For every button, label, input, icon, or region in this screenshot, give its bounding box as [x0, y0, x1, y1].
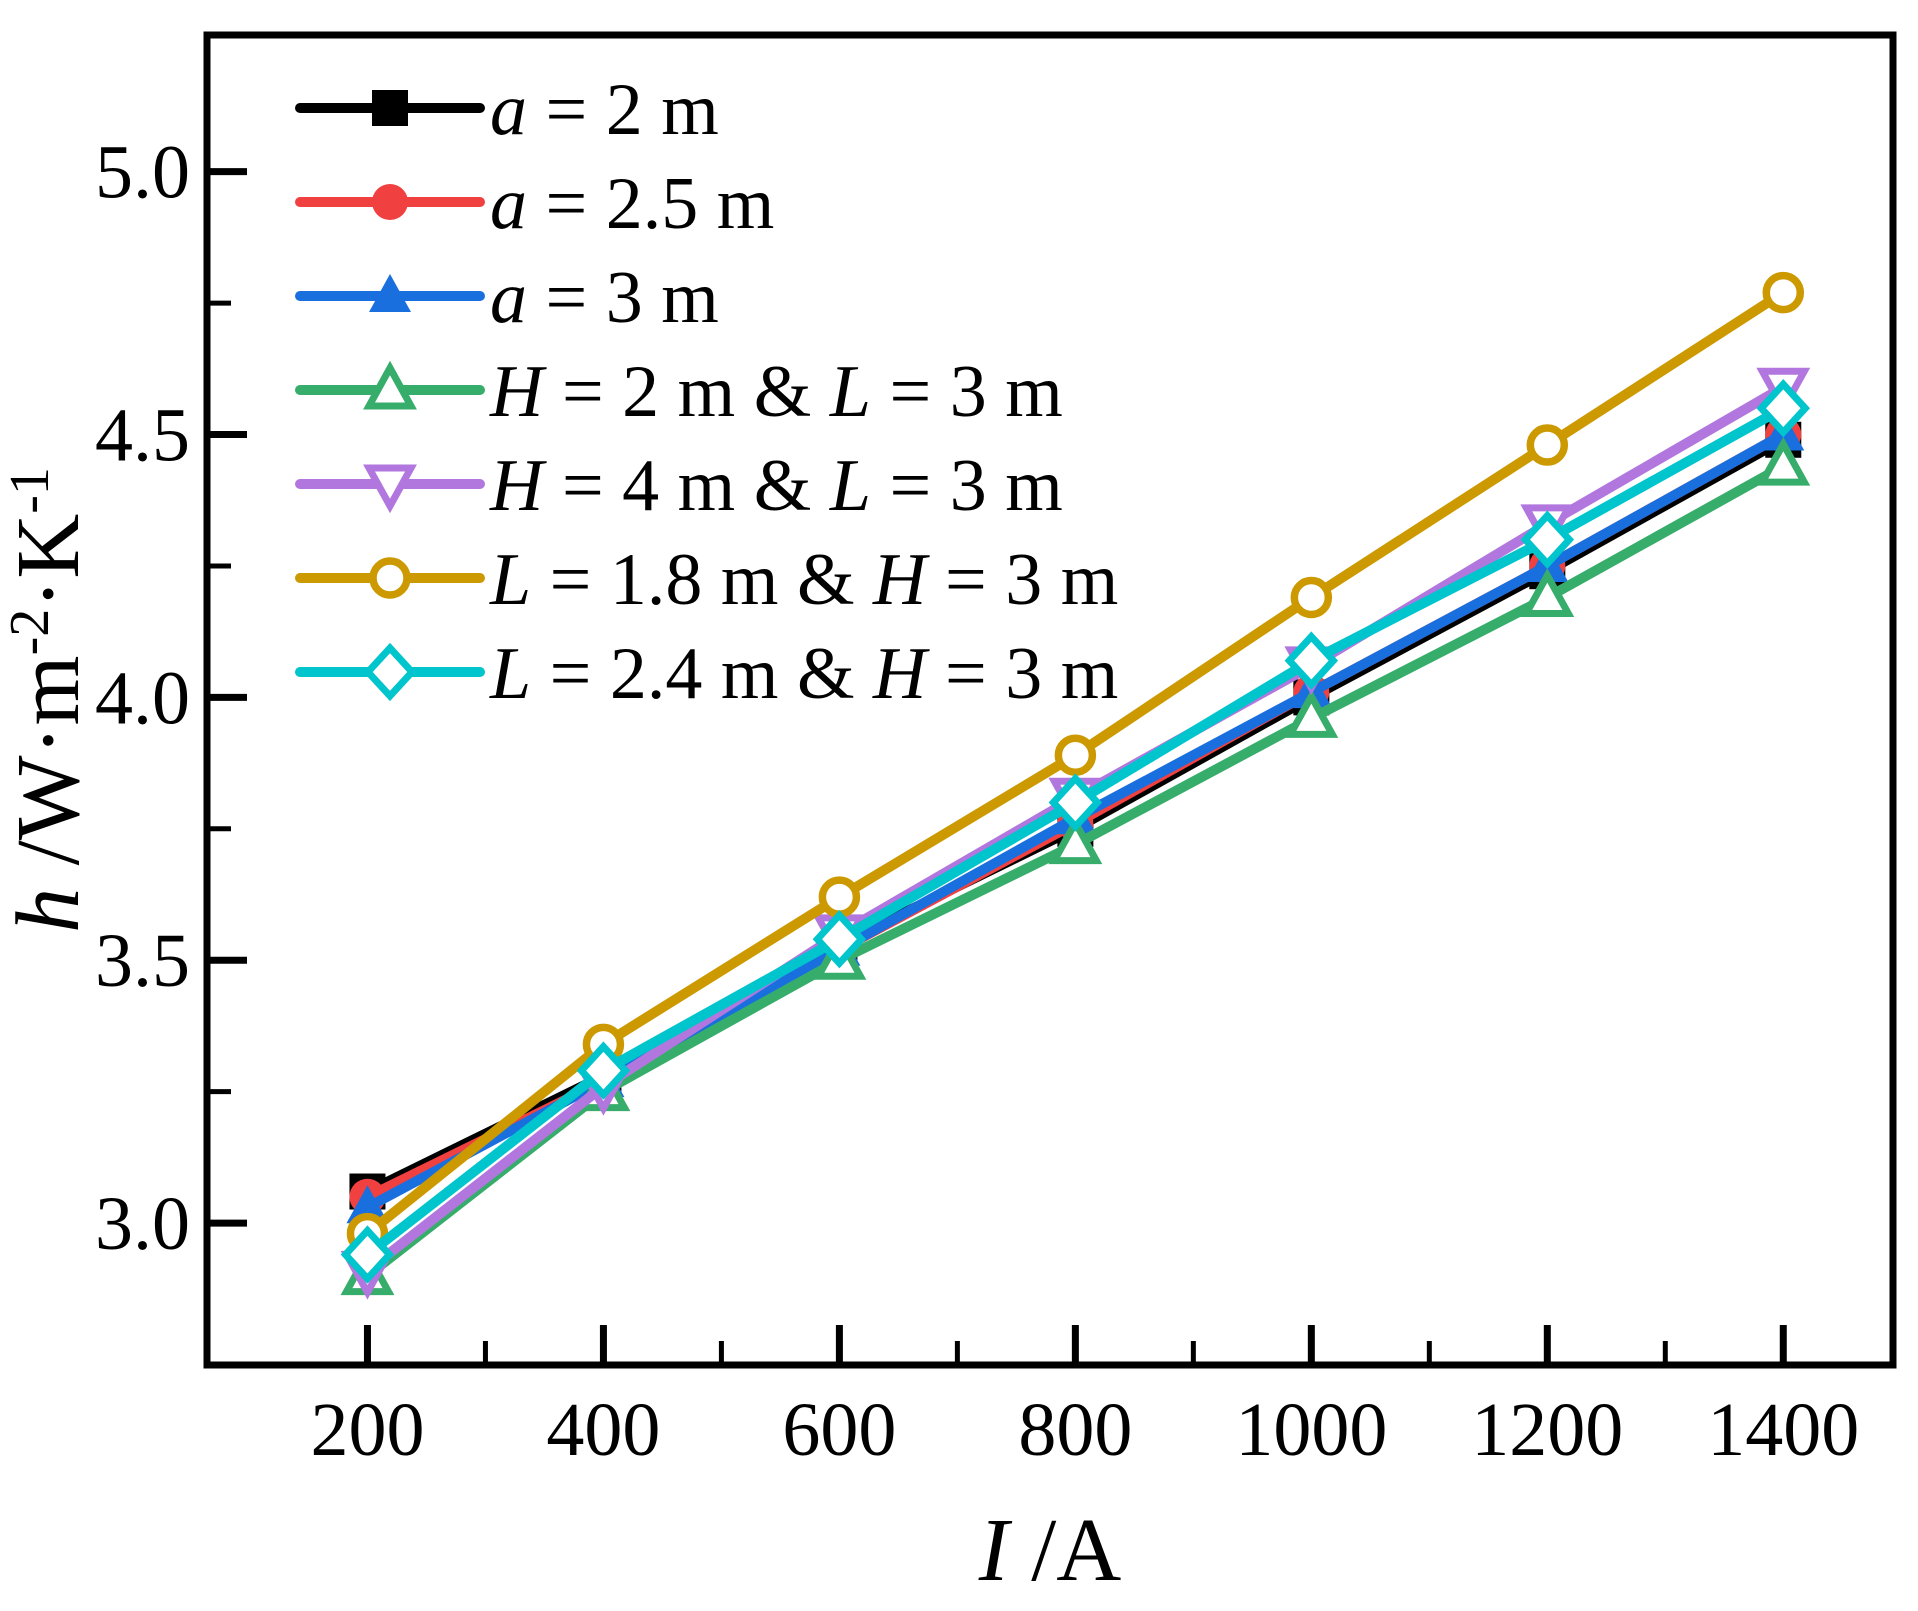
y-tick-label: 5.0 [95, 131, 190, 215]
x-axis-title: I /A [978, 1501, 1121, 1600]
legend-label: L = 1.8 m & H = 3 m [489, 539, 1118, 621]
legend-item-h4l3: H = 4 m & L = 3 m [295, 445, 1063, 527]
x-tick-label: 1000 [1235, 1388, 1387, 1472]
marker-circle-open [1526, 424, 1569, 466]
marker-triangle-up-open [363, 360, 417, 410]
legend-label: a = 3 m [490, 257, 719, 339]
marker-triangle-up-filled [369, 274, 411, 312]
marker-circle-open [1054, 734, 1097, 776]
x-tick-label: 800 [1018, 1388, 1132, 1472]
marker-circle-open [369, 557, 411, 599]
marker-triangle-down-open [363, 464, 417, 514]
x-tick-label: 200 [310, 1388, 424, 1472]
marker-triangle-up-filled [346, 1185, 389, 1224]
legend-label: a = 2.5 m [490, 163, 774, 245]
legend-label: H = 4 m & L = 3 m [489, 445, 1063, 527]
marker-diamond-open [340, 1225, 395, 1284]
y-tick-label: 4.5 [95, 394, 190, 478]
x-axis-ticks: 200 400 600 800 1000 1200 1400 [310, 1325, 1859, 1472]
marker-circle-open [818, 876, 861, 918]
marker-diamond-open [812, 910, 867, 969]
y-axis-ticks: 3.0 3.5 4.0 4.5 5.0 [95, 131, 247, 1266]
legend-item-l18h3: L = 1.8 m & H = 3 m [295, 539, 1118, 621]
x-tick-label: 600 [782, 1388, 896, 1472]
marker-triangle-up-open [1756, 436, 1811, 486]
legend-item-h2l3: H = 2 m & L = 3 m [295, 351, 1063, 433]
y-tick-label: 3.5 [95, 919, 190, 1003]
legend-label: L = 2.4 m & H = 3 m [489, 633, 1118, 715]
x-tick-label: 1200 [1471, 1388, 1623, 1472]
legend-item-a25: a = 2.5 m [295, 163, 774, 245]
marker-triangle-up-open [1284, 689, 1339, 738]
marker-circle-open [1290, 576, 1333, 619]
marker-diamond-open [363, 642, 417, 702]
marker-diamond-open [1520, 510, 1575, 569]
marker-diamond-open [1284, 631, 1339, 690]
legend-label: a = 2 m [490, 69, 719, 151]
marker-diamond-open [1756, 379, 1811, 438]
x-tick-label: 1400 [1707, 1388, 1859, 1472]
legend-item-l24h3: L = 2.4 m & H = 3 m [295, 633, 1118, 715]
marker-circle-open [1762, 271, 1805, 314]
y-tick-label: 4.0 [95, 656, 190, 740]
plot-frame [203, 31, 1897, 1369]
marker-square-filled [372, 90, 408, 126]
y-tick-label: 3.0 [95, 1182, 190, 1266]
marker-circle-filled [372, 184, 408, 220]
legend: a = 2 m a = 2.5 m a = 3 m H = 2 m & L = 3 m… [295, 69, 1118, 715]
legend-label: H = 2 m & L = 3 m [489, 351, 1063, 433]
marker-diamond-open [576, 1041, 631, 1100]
legend-item-a3: a = 3 m [295, 257, 719, 339]
y-axis-title: h /W·m-2·K-1 [0, 467, 98, 933]
marker-diamond-open [1048, 773, 1103, 832]
marker-triangle-up-open [1520, 568, 1575, 617]
marker-triangle-up-open [1048, 815, 1103, 865]
series-l24h3 [340, 379, 1811, 1284]
x-tick-label: 400 [546, 1388, 660, 1472]
legend-item-a2: a = 2 m [295, 69, 719, 151]
